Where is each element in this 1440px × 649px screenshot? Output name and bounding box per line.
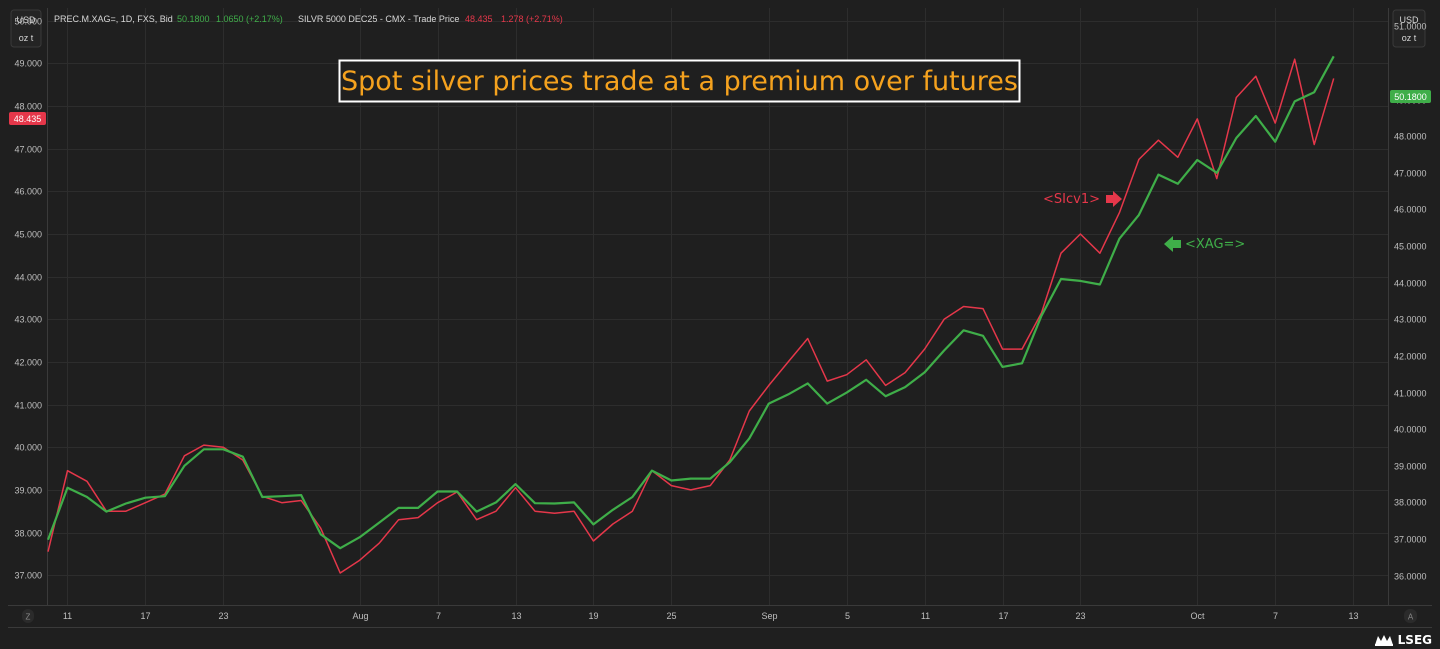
x-tick-label: 23 [1075, 611, 1085, 621]
right-tick-label: 44.0000 [1394, 279, 1427, 289]
right-tick-label: 39.0000 [1394, 462, 1427, 472]
brand-logo: LSEG [1374, 633, 1432, 647]
right-last-badge [1390, 90, 1431, 103]
x-tick-label: 23 [218, 611, 228, 621]
right-tick-label: 43.0000 [1394, 315, 1427, 325]
left-tick-label: 37.000 [14, 571, 42, 581]
right-tick-label: 45.0000 [1394, 242, 1427, 252]
left-tick-label: 41.000 [14, 401, 42, 411]
x-tick-label: 13 [511, 611, 521, 621]
x-tick-label: 13 [1348, 611, 1358, 621]
annotation-spot-label: <XAG=> [1185, 237, 1245, 252]
right-axis-currency: USD [1399, 15, 1419, 25]
left-tick-label: 44.000 [14, 273, 42, 283]
lseg-logo-icon [1374, 635, 1393, 646]
left-tick-label: 45.000 [14, 230, 42, 240]
zoom-reset-button[interactable] [22, 609, 34, 623]
right-tick-label: 42.0000 [1394, 352, 1427, 362]
series-line-spot [46, 55, 1335, 550]
left-tick-label: 47.000 [14, 145, 42, 155]
right-tick-label: 37.0000 [1394, 535, 1427, 545]
right-axis-unit: oz t [1402, 33, 1417, 43]
left-tick-label: 43.000 [14, 315, 42, 325]
legend-futures-label: SILVR 5000 DEC25 - CMX - Trade Price [298, 14, 459, 24]
left-tick-label: 49.000 [14, 59, 42, 69]
gridlines [48, 8, 1388, 605]
brand-name: LSEG [1397, 633, 1432, 647]
left-tick-label: 48.000 [14, 102, 42, 112]
right-unit-box[interactable] [1392, 9, 1426, 48]
annotation-futures-arrow-icon [1106, 191, 1122, 207]
series-lines [46, 55, 1335, 574]
right-tick-label: 46.0000 [1394, 205, 1427, 215]
x-axis-ticks: 11 17 23 Aug 7 13 19 25 Sep 5 11 17 23 Oct 7 13 [63, 611, 1359, 621]
left-last-badge-text: 48.435 [14, 114, 42, 124]
auto-scale-label: A [1408, 613, 1414, 622]
left-axis-unit: oz t [19, 33, 34, 43]
right-tick-label: 40.0000 [1394, 425, 1427, 435]
right-tick-label: 47.0000 [1394, 169, 1427, 179]
legend-spot-label: PREC.M.XAG=, 1D, FXS, Bid [54, 14, 173, 24]
left-tick-label: 50.000 [14, 17, 42, 27]
x-tick-label: 5 [845, 611, 850, 621]
left-tick-label: 40.000 [14, 443, 42, 453]
right-tick-label: 38.0000 [1394, 498, 1427, 508]
legend-futures-change: 1.278 (+2.71%) [501, 14, 563, 24]
right-axis-ticks: 36.0000 37.0000 38.0000 39.0000 40.0000 41.00… [1394, 22, 1427, 582]
annotation-spot-arrow-icon [1164, 236, 1181, 252]
annotation-futures-label: <SIcv1> [1043, 192, 1100, 207]
left-tick-label: 39.000 [14, 486, 42, 496]
left-axis-ticks: 37.000 38.000 39.000 40.000 41.000 42.000 43.0… [14, 17, 42, 581]
left-tick-label: 46.000 [14, 187, 42, 197]
x-tick-label: 11 [921, 611, 930, 621]
x-tick-label: 11 [63, 611, 72, 621]
auto-scale-button[interactable] [1404, 609, 1417, 623]
left-axis-currency: USD [16, 15, 36, 25]
legend-futures-value: 48.435 [465, 14, 493, 24]
right-tick-label: 36.0000 [1394, 572, 1427, 582]
chart-title-box [338, 59, 1021, 103]
x-tick-label: Sep [761, 611, 777, 621]
right-tick-label: 48.0000 [1394, 132, 1427, 142]
x-tick-label: 19 [588, 611, 598, 621]
x-tick-label: 7 [436, 611, 441, 621]
right-tick-label: 51.0000 [1394, 22, 1427, 32]
zoom-reset-label: Z [26, 613, 31, 622]
chart-title: Spot silver prices trade at a premium ov… [341, 66, 1018, 97]
right-tick-label: 41.0000 [1394, 389, 1427, 399]
legend-spot-change: 1.0650 (+2.17%) [216, 14, 283, 24]
x-tick-label: 17 [998, 611, 1008, 621]
left-last-badge [9, 112, 46, 125]
x-tick-label: 7 [1273, 611, 1278, 621]
left-tick-label: 42.000 [14, 358, 42, 368]
left-tick-label: 38.000 [14, 529, 42, 539]
x-tick-label: Aug [352, 611, 368, 621]
left-unit-box[interactable] [10, 9, 42, 48]
x-tick-label: 17 [140, 611, 150, 621]
right-last-badge-text: 50.1800 [1394, 92, 1427, 102]
x-tick-label: Oct [1190, 611, 1205, 621]
x-tick-label: 25 [666, 611, 676, 621]
plot-area [48, 8, 1388, 605]
legend-spot-value: 50.1800 [177, 14, 210, 24]
